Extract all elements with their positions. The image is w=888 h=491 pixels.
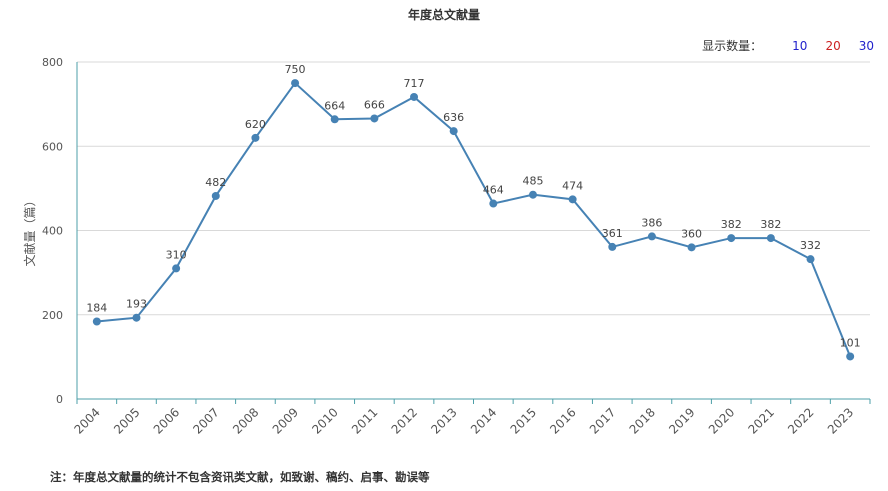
- data-label: 382: [760, 218, 781, 231]
- x-tick-label: 2013: [428, 405, 459, 436]
- data-point: [727, 234, 736, 243]
- data-label: 101: [840, 336, 861, 349]
- x-tick-label: 2015: [508, 405, 539, 436]
- y-tick-label: 0: [56, 393, 63, 406]
- data-label: 620: [245, 118, 266, 131]
- data-point: [410, 92, 419, 101]
- count-option-30[interactable]: 30: [858, 38, 874, 53]
- x-tick-label: 2009: [270, 405, 301, 436]
- count-option-10[interactable]: 10: [792, 38, 808, 53]
- x-tick-label: 2006: [151, 405, 182, 436]
- x-tick-label: 2023: [825, 405, 856, 436]
- count-option-20[interactable]: 20: [825, 38, 841, 53]
- data-point: [291, 79, 300, 88]
- y-tick-label: 600: [42, 140, 63, 153]
- footnote: 注：年度总文献量的统计不包含资讯类文献，如致谢、稿约、启事、勘误等: [50, 470, 430, 484]
- series-line: [96, 81, 852, 357]
- display-count-label: 显示数量：: [702, 39, 763, 53]
- x-tick-label: 2020: [706, 405, 737, 436]
- data-label: 666: [364, 98, 385, 111]
- data-label: 464: [483, 184, 504, 197]
- data-label: 386: [641, 216, 662, 229]
- x-tick-label: 2007: [190, 405, 221, 436]
- x-tick-label: 2017: [587, 405, 618, 436]
- data-point: [766, 234, 775, 243]
- data-point: [330, 115, 339, 124]
- display-count-selector: 显示数量： 10 20 30: [702, 37, 874, 54]
- data-point: [846, 352, 855, 361]
- data-point: [489, 199, 498, 208]
- data-label: 474: [562, 179, 583, 192]
- data-point: [92, 317, 101, 326]
- data-label: 750: [285, 63, 306, 76]
- data-point: [172, 264, 181, 273]
- y-tick-label: 800: [42, 56, 63, 69]
- data-point: [647, 232, 656, 241]
- data-point: [449, 127, 458, 136]
- data-label: 717: [404, 77, 425, 90]
- data-label: 482: [205, 176, 226, 189]
- data-label: 193: [126, 298, 147, 311]
- y-tick-label: 400: [42, 225, 63, 238]
- data-label: 382: [721, 218, 742, 231]
- x-tick-label: 2019: [666, 405, 697, 436]
- chart-title: 年度总文献量: [407, 8, 480, 22]
- x-tick-label: 2008: [230, 405, 261, 436]
- data-point: [687, 243, 696, 252]
- x-tick-label: 2011: [349, 405, 380, 436]
- data-point: [132, 313, 141, 322]
- data-label: 664: [324, 99, 345, 112]
- x-tick-label: 2012: [389, 405, 420, 436]
- x-tick-label: 2018: [627, 405, 658, 436]
- data-label: 361: [602, 227, 623, 240]
- x-tick-label: 2010: [309, 405, 340, 436]
- data-point: [608, 242, 617, 251]
- data-label: 636: [443, 111, 464, 124]
- data-point: [528, 190, 537, 199]
- data-label: 332: [800, 239, 821, 252]
- data-label: 310: [166, 248, 187, 261]
- data-point: [806, 255, 815, 264]
- x-tick-label: 2016: [547, 405, 578, 436]
- x-tick-label: 2004: [71, 405, 102, 436]
- data-point: [370, 114, 379, 123]
- data-label: 184: [86, 301, 107, 314]
- x-tick-label: 2014: [468, 405, 499, 436]
- x-tick-label: 2022: [785, 405, 816, 436]
- data-label: 360: [681, 227, 702, 240]
- data-point: [211, 191, 220, 200]
- y-tick-label: 200: [42, 309, 63, 322]
- y-axis-label: 文献量（篇）: [22, 194, 37, 266]
- data-point: [568, 195, 577, 204]
- x-tick-label: 2021: [745, 405, 776, 436]
- x-tick-label: 2005: [111, 405, 142, 436]
- data-point: [251, 133, 260, 142]
- data-label: 485: [522, 175, 543, 188]
